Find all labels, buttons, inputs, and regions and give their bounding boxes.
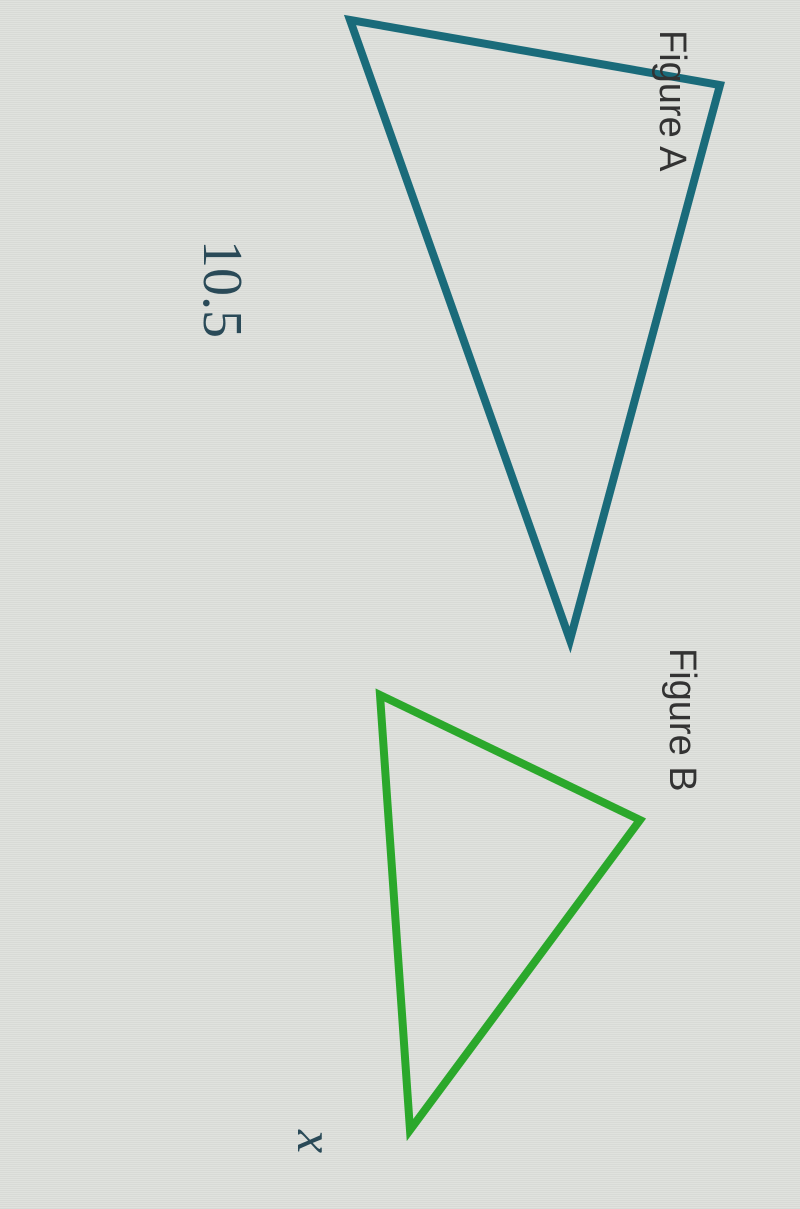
figure-a-measurement: 10.5: [190, 240, 254, 338]
triangle-figure-b: [380, 695, 640, 1130]
figure-b-variable: x: [285, 1130, 344, 1153]
figure-a-label: Figure A: [650, 30, 693, 172]
figure-b-label: Figure B: [660, 648, 703, 792]
diagram-canvas: [0, 0, 800, 1209]
